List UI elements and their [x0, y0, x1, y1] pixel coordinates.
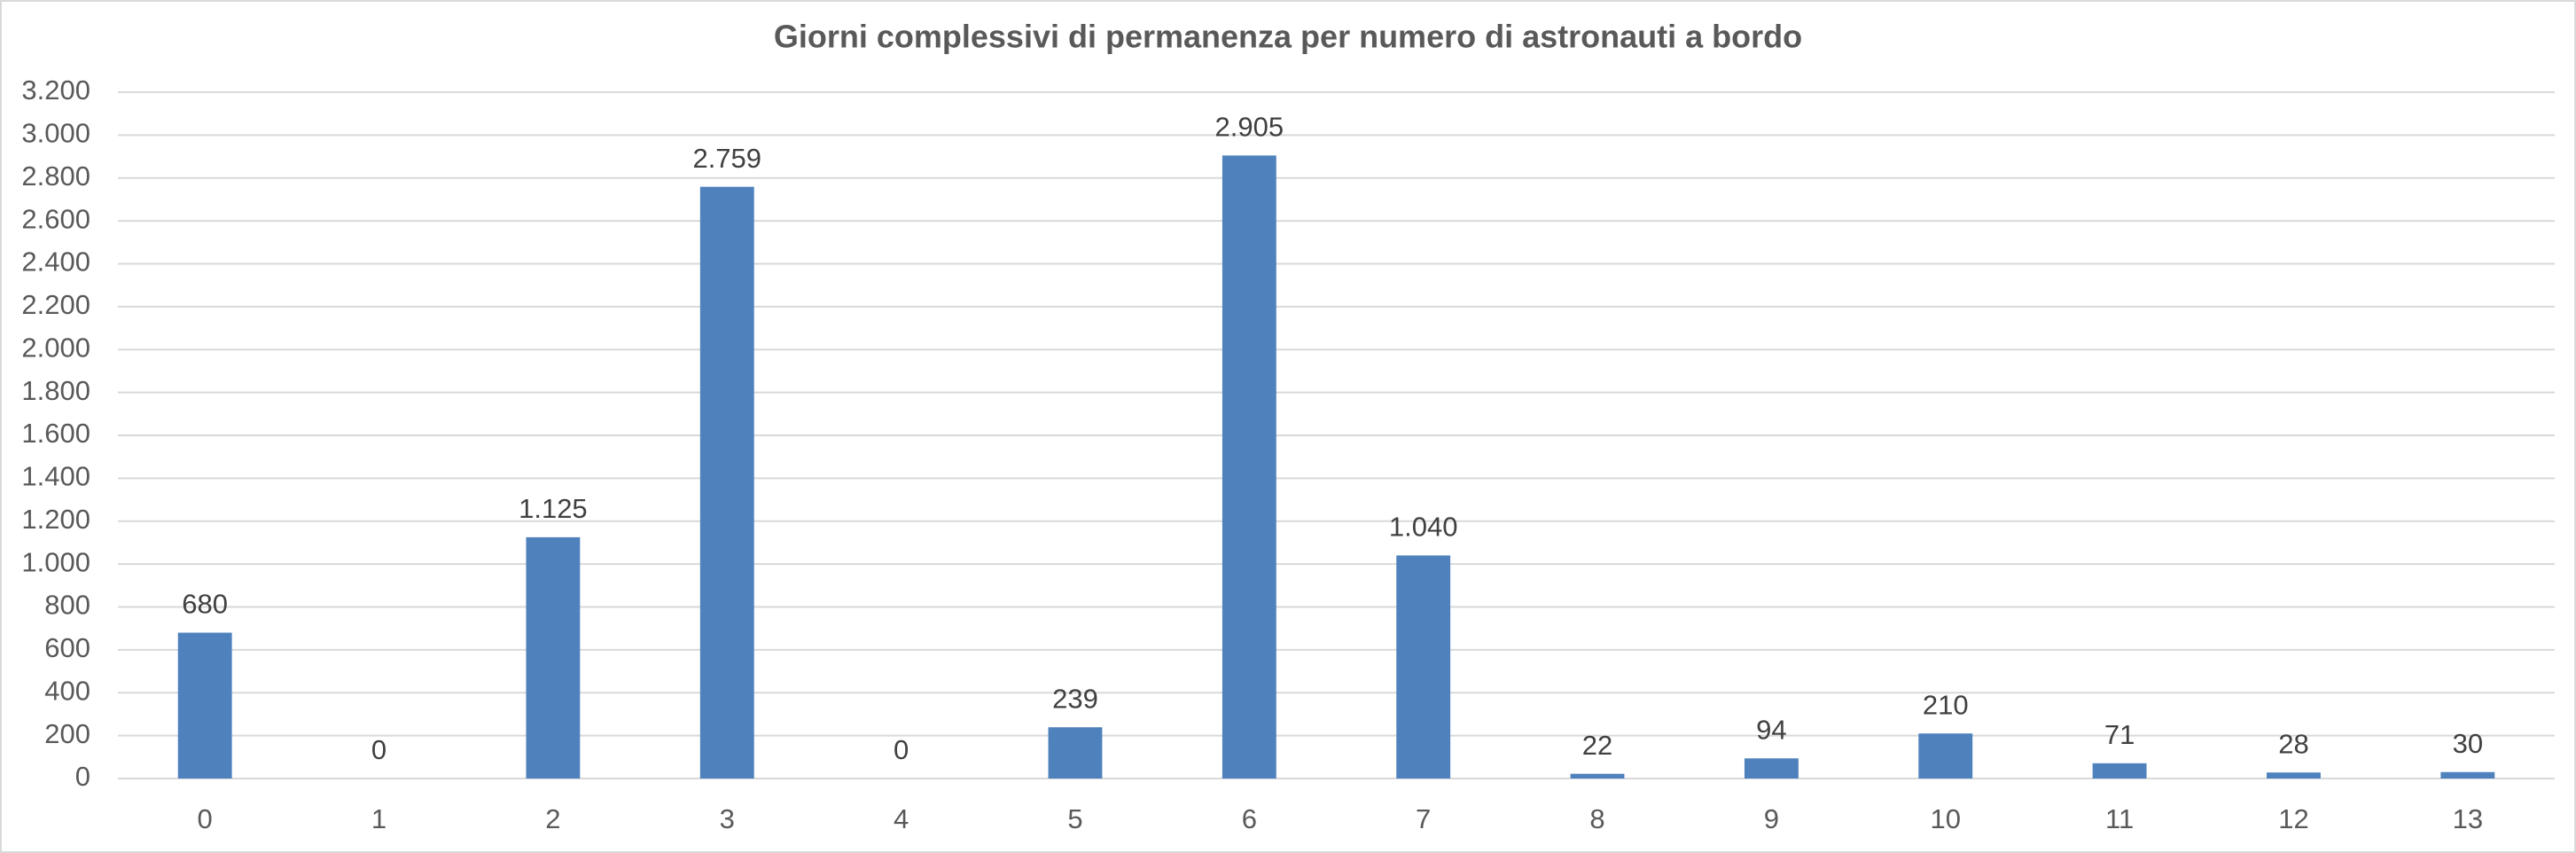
- x-tick-label: 0: [198, 803, 213, 834]
- y-tick-label: 3.200: [21, 74, 90, 106]
- x-tick-label: 9: [1764, 803, 1779, 834]
- y-tick-label: 2.800: [21, 160, 90, 192]
- value-label: 28: [2278, 728, 2308, 759]
- y-tick-label: 1.200: [21, 504, 90, 535]
- value-label: 210: [1923, 689, 1969, 720]
- x-tick-label: 10: [1931, 803, 1961, 834]
- value-label: 2.905: [1215, 112, 1284, 143]
- y-tick-label: 400: [44, 675, 90, 706]
- x-tick-label: 7: [1416, 803, 1431, 834]
- y-tick-label: 2.200: [21, 289, 90, 320]
- value-label: 0: [894, 734, 909, 765]
- value-label: 30: [2453, 728, 2483, 759]
- y-tick-label: 1.400: [21, 461, 90, 492]
- x-tick-label: 1: [371, 803, 386, 834]
- bar: [1048, 727, 1103, 779]
- bar: [1570, 773, 1625, 779]
- y-tick-label: 600: [44, 632, 90, 663]
- x-tick-label: 3: [720, 803, 735, 834]
- value-label: 22: [1582, 730, 1612, 761]
- value-label: 71: [2104, 719, 2135, 750]
- bar: [2267, 772, 2321, 779]
- value-label: 1.125: [519, 493, 588, 524]
- value-label: 2.759: [692, 143, 761, 174]
- bar: [1222, 155, 1276, 779]
- y-tick-label: 2.600: [21, 203, 90, 234]
- bar: [177, 632, 232, 779]
- y-tick-label: 3.000: [21, 118, 90, 149]
- x-tick-label: 13: [2453, 803, 2483, 834]
- y-tick-label: 0: [75, 761, 90, 792]
- bar: [2092, 763, 2147, 779]
- bar: [699, 186, 754, 779]
- y-tick-label: 1.800: [21, 375, 90, 406]
- value-label: 1.040: [1389, 512, 1458, 543]
- bar: [1396, 555, 1451, 779]
- x-tick-label: 11: [2105, 803, 2134, 834]
- x-tick-label: 6: [1242, 803, 1257, 834]
- value-label: 94: [1756, 714, 1786, 745]
- x-tick-label: 2: [545, 803, 560, 834]
- y-tick-label: 800: [44, 590, 90, 621]
- x-tick-label: 4: [894, 803, 909, 834]
- y-tick-label: 2.400: [21, 247, 90, 278]
- bar: [526, 536, 581, 779]
- y-tick-label: 1.600: [21, 418, 90, 449]
- x-tick-label: 5: [1067, 803, 1082, 834]
- value-label: 239: [1052, 683, 1098, 714]
- value-label: 0: [371, 734, 386, 765]
- chart-title: Giorni complessivi di permanenza per num…: [774, 19, 1802, 55]
- x-tick-label: 12: [2278, 803, 2308, 834]
- y-tick-label: 1.000: [21, 546, 90, 577]
- y-tick-label: 200: [44, 718, 90, 749]
- y-tick-label: 2.000: [21, 332, 90, 363]
- x-tick-label: 8: [1589, 803, 1604, 834]
- bar: [1744, 758, 1799, 779]
- value-label: 680: [182, 589, 228, 620]
- bar: [2440, 771, 2495, 779]
- bar: [1918, 733, 1973, 779]
